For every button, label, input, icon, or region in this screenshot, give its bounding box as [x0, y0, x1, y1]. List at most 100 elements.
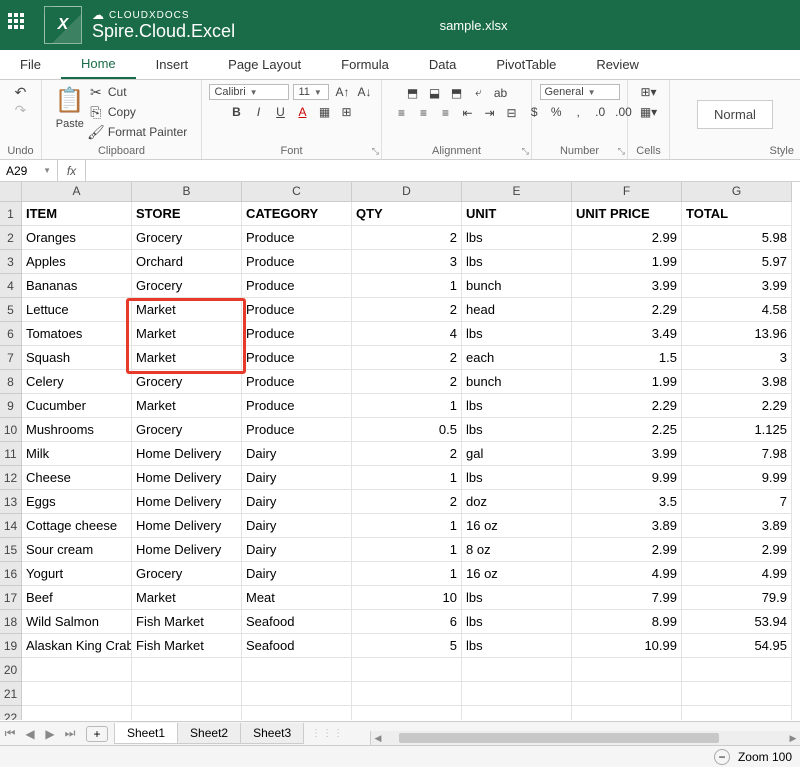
cell[interactable]: 7.99 — [572, 586, 682, 610]
cell[interactable]: Oranges — [22, 226, 132, 250]
cell[interactable]: lbs — [462, 610, 572, 634]
cell[interactable]: 4.99 — [572, 562, 682, 586]
row-header-11[interactable]: 11 — [0, 442, 22, 466]
cell[interactable]: 16 oz — [462, 514, 572, 538]
row-header-5[interactable]: 5 — [0, 298, 22, 322]
cell[interactable]: Produce — [242, 394, 352, 418]
font-size-select[interactable]: 11▼ — [293, 84, 329, 100]
style-normal[interactable]: Normal — [697, 100, 773, 129]
cell[interactable]: 3.99 — [572, 442, 682, 466]
cell[interactable]: Alaskan King Crab — [22, 634, 132, 658]
row-header-13[interactable]: 13 — [0, 490, 22, 514]
cell[interactable] — [132, 658, 242, 682]
cell[interactable]: lbs — [462, 250, 572, 274]
cell[interactable]: Market — [132, 346, 242, 370]
border-button[interactable]: ⊞ — [338, 104, 356, 120]
name-box[interactable]: A29▼ — [0, 160, 58, 181]
cell[interactable]: Cucumber — [22, 394, 132, 418]
row-header-12[interactable]: 12 — [0, 466, 22, 490]
cell[interactable]: Orchard — [132, 250, 242, 274]
cell[interactable] — [462, 706, 572, 720]
cell[interactable]: 3.99 — [572, 274, 682, 298]
sheet-nav-last-icon[interactable]: ⏭ — [60, 726, 80, 741]
percent-icon[interactable]: % — [547, 104, 565, 120]
cell[interactable]: 2.29 — [572, 394, 682, 418]
menu-tab-pivottable[interactable]: PivotTable — [476, 50, 576, 79]
spreadsheet-grid[interactable]: ABCDEFG1ITEMSTORECATEGORYQTYUNITUNIT PRI… — [0, 182, 800, 720]
row-header-17[interactable]: 17 — [0, 586, 22, 610]
sheet-resize-grip[interactable]: ⋮⋮⋮ — [303, 728, 352, 739]
format-painter-button[interactable]: 🖌Format Painter — [88, 124, 187, 140]
cell[interactable] — [682, 682, 792, 706]
cell[interactable]: Home Delivery — [132, 466, 242, 490]
cell[interactable]: Home Delivery — [132, 514, 242, 538]
cell[interactable]: bunch — [462, 370, 572, 394]
ab-icon[interactable]: ab — [492, 85, 510, 101]
cell[interactable]: Sour cream — [22, 538, 132, 562]
cell[interactable] — [572, 706, 682, 720]
row-header-22[interactable]: 22 — [0, 706, 22, 720]
cell[interactable]: Market — [132, 394, 242, 418]
cell[interactable]: 7 — [682, 490, 792, 514]
cell[interactable]: Grocery — [132, 418, 242, 442]
indent-inc-icon[interactable]: ⇥ — [481, 105, 499, 121]
cell[interactable]: 3.49 — [572, 322, 682, 346]
cell[interactable]: head — [462, 298, 572, 322]
row-header-19[interactable]: 19 — [0, 634, 22, 658]
cell[interactable]: Squash — [22, 346, 132, 370]
align-top-icon[interactable]: ⬒ — [404, 85, 422, 101]
cell[interactable]: Yogurt — [22, 562, 132, 586]
cell[interactable]: 5.98 — [682, 226, 792, 250]
cell[interactable]: Apples — [22, 250, 132, 274]
cell[interactable]: 2.29 — [682, 394, 792, 418]
underline-button[interactable]: U — [272, 104, 290, 120]
row-header-20[interactable]: 20 — [0, 658, 22, 682]
cell[interactable]: Dairy — [242, 514, 352, 538]
cell[interactable]: 16 oz — [462, 562, 572, 586]
cell[interactable] — [572, 682, 682, 706]
col-header-C[interactable]: C — [242, 182, 352, 202]
cell[interactable]: UNIT — [462, 202, 572, 226]
cell[interactable]: lbs — [462, 394, 572, 418]
row-header-9[interactable]: 9 — [0, 394, 22, 418]
row-header-7[interactable]: 7 — [0, 346, 22, 370]
cell[interactable] — [462, 682, 572, 706]
cell[interactable]: Grocery — [132, 562, 242, 586]
comma-icon[interactable]: , — [569, 104, 587, 120]
col-header-D[interactable]: D — [352, 182, 462, 202]
menu-tab-data[interactable]: Data — [409, 50, 476, 79]
cell[interactable]: Cottage cheese — [22, 514, 132, 538]
cut-button[interactable]: ✂Cut — [88, 84, 127, 100]
cell[interactable]: Beef — [22, 586, 132, 610]
cell[interactable] — [242, 658, 352, 682]
wrap-text-icon[interactable]: ⤶ — [470, 84, 488, 101]
cell[interactable]: 1 — [352, 538, 462, 562]
cell[interactable]: 3.5 — [572, 490, 682, 514]
row-header-2[interactable]: 2 — [0, 226, 22, 250]
cell[interactable] — [462, 658, 572, 682]
cell[interactable]: 1 — [352, 274, 462, 298]
row-header-10[interactable]: 10 — [0, 418, 22, 442]
menu-tab-formula[interactable]: Formula — [321, 50, 409, 79]
cell[interactable]: Produce — [242, 226, 352, 250]
alignment-launcher-icon[interactable]: ⤡ — [522, 146, 529, 157]
cell[interactable]: 1.5 — [572, 346, 682, 370]
decrease-font-icon[interactable]: A↓ — [356, 84, 374, 100]
cell[interactable]: 2 — [352, 298, 462, 322]
cell[interactable]: 4.58 — [682, 298, 792, 322]
cell[interactable] — [22, 682, 132, 706]
cell[interactable]: 4 — [352, 322, 462, 346]
cell[interactable]: 2 — [352, 370, 462, 394]
cell[interactable]: 1 — [352, 394, 462, 418]
row-header-4[interactable]: 4 — [0, 274, 22, 298]
align-left-icon[interactable]: ≡ — [393, 105, 411, 121]
cell[interactable] — [352, 706, 462, 720]
cell[interactable]: lbs — [462, 634, 572, 658]
cell[interactable]: Fish Market — [132, 634, 242, 658]
cell[interactable] — [132, 706, 242, 720]
align-center-icon[interactable]: ≡ — [415, 105, 433, 121]
cell[interactable]: 5.97 — [682, 250, 792, 274]
fill-color-button[interactable]: ▦ — [316, 104, 334, 120]
currency-icon[interactable]: $ — [525, 104, 543, 120]
cell[interactable]: Dairy — [242, 490, 352, 514]
